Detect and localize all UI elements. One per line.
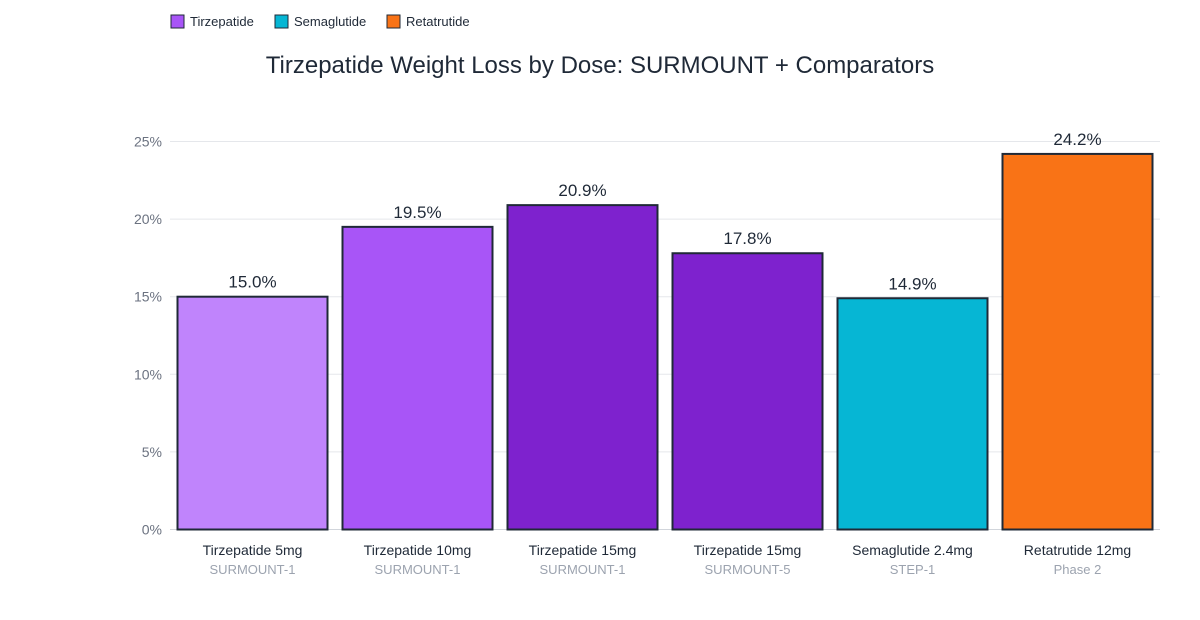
x-tick-label: Semaglutide 2.4mg [852, 542, 973, 558]
bar [1001, 152, 1154, 531]
y-tick-label: 5% [142, 444, 162, 460]
y-axis: 0% 5% 10% 15% 20% 25% [134, 134, 162, 538]
data-label: 17.8% [723, 229, 771, 248]
legend-swatch [170, 14, 185, 29]
bar [671, 252, 824, 531]
x-tick-sublabel: Phase 2 [1054, 562, 1102, 577]
x-tick-sublabel: SURMOUNT-1 [540, 562, 626, 577]
x-tick-label: Tirzepatide 10mg [364, 542, 472, 558]
chart-title: Tirzepatide Weight Loss by Dose: SURMOUN… [266, 52, 934, 79]
x-axis: Tirzepatide 5mg SURMOUNT-1 Tirzepatide 10m… [203, 542, 1132, 577]
x-tick-label: Tirzepatide 15mg [694, 542, 802, 558]
y-tick-label: 20% [134, 211, 162, 227]
data-label: 15.0% [228, 273, 276, 292]
legend: Tirzepatide Semaglutide Retatrutide [170, 14, 470, 29]
legend-label: Retatrutide [406, 14, 470, 29]
x-tick-sublabel: SURMOUNT-1 [375, 562, 461, 577]
data-label: 14.9% [888, 274, 936, 293]
legend-swatch [274, 14, 289, 29]
bar [341, 225, 494, 531]
bars: 15.0% 19.5% 20.9% 17.8% 14.9% 24.2% [176, 130, 1154, 531]
y-tick-label: 0% [142, 522, 162, 538]
x-tick-sublabel: STEP-1 [890, 562, 936, 577]
legend-label: Tirzepatide [190, 14, 254, 29]
data-label: 24.2% [1053, 130, 1101, 149]
data-label: 20.9% [558, 181, 606, 200]
bar [836, 297, 989, 531]
y-tick-label: 15% [134, 289, 162, 305]
bar [506, 204, 659, 531]
x-tick-sublabel: SURMOUNT-1 [210, 562, 296, 577]
y-tick-label: 10% [134, 366, 162, 382]
legend-label: Semaglutide [294, 14, 366, 29]
x-tick-label: Tirzepatide 15mg [529, 542, 637, 558]
x-tick-label: Retatrutide 12mg [1024, 542, 1131, 558]
data-label: 19.5% [393, 203, 441, 222]
bar [176, 295, 329, 531]
y-tick-label: 25% [134, 134, 162, 150]
x-tick-sublabel: SURMOUNT-5 [705, 562, 791, 577]
gridlines [170, 141, 1160, 530]
x-tick-label: Tirzepatide 5mg [203, 542, 303, 558]
legend-swatch [386, 14, 401, 29]
